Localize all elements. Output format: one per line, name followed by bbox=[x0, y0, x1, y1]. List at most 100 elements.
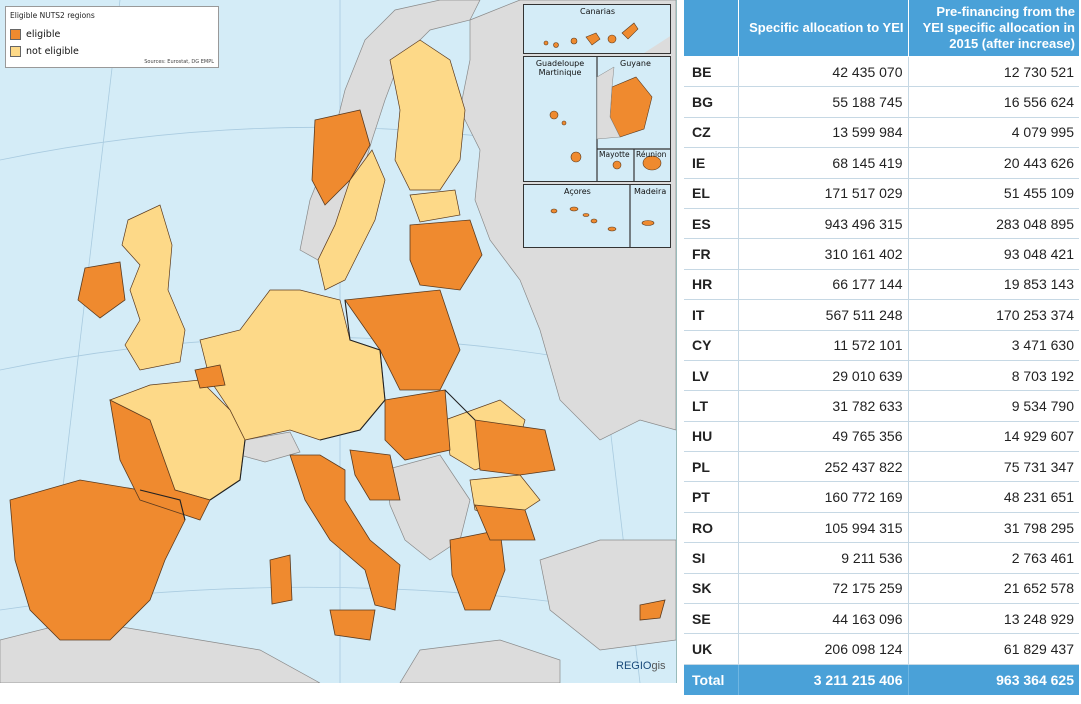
prefinancing-cell: 51 455 109 bbox=[908, 178, 1079, 209]
regiogis-logo: REGIOgis bbox=[616, 660, 666, 672]
prefinancing-cell: 283 048 895 bbox=[908, 208, 1079, 240]
table-body: BE 42 435 070 12 730 521 BG 55 188 745 16 556… bbox=[684, 56, 1079, 665]
allocation-cell: 171 517 029 bbox=[738, 178, 909, 209]
estonia-region bbox=[409, 189, 461, 223]
allocation-cell: 44 163 096 bbox=[738, 603, 909, 635]
eligible-swatch bbox=[10, 28, 21, 40]
allocation-cell: 310 161 402 bbox=[738, 238, 909, 270]
prefinancing-cell: 9 534 790 bbox=[908, 390, 1079, 422]
prefinancing-cell: 20 443 626 bbox=[908, 147, 1079, 179]
belgium-region bbox=[194, 364, 226, 389]
allocation-cell: 943 496 315 bbox=[738, 208, 909, 240]
table-row: SK 72 175 259 21 652 578 bbox=[684, 573, 1079, 605]
prefinancing-cell: 13 248 929 bbox=[908, 603, 1079, 635]
prefinancing-cell: 3 471 630 bbox=[908, 330, 1079, 361]
inset-canarias: Canarias bbox=[523, 4, 671, 54]
table-row: EL 171 517 029 51 455 109 bbox=[684, 178, 1079, 209]
table-row: IE 68 145 419 20 443 626 bbox=[684, 147, 1079, 179]
table-row: CY 11 572 101 3 471 630 bbox=[684, 330, 1079, 361]
brand-main: REGIO bbox=[616, 660, 652, 672]
header-specific-allocation: Specific allocation to YEI bbox=[738, 0, 909, 57]
inset-label-reunion: Réunion bbox=[636, 150, 667, 159]
legend-title: Eligible NUTS2 regions bbox=[10, 11, 95, 20]
yei-allocation-table: Specific allocation to YEI Pre-financing… bbox=[684, 0, 1079, 695]
country-code-cell: UK bbox=[684, 633, 739, 665]
legend-item-not-eligible: not eligible bbox=[10, 45, 79, 57]
table-row: PL 252 437 822 75 731 347 bbox=[684, 451, 1079, 483]
allocation-cell: 31 782 633 bbox=[738, 390, 909, 422]
brand-sub: gis bbox=[651, 660, 666, 672]
ireland-region bbox=[77, 261, 126, 319]
total-allocation: 3 211 215 406 bbox=[738, 664, 909, 695]
table-row: BG 55 188 745 16 556 624 bbox=[684, 86, 1079, 118]
total-prefinancing: 963 364 625 bbox=[908, 664, 1079, 695]
hungary-region bbox=[384, 389, 451, 461]
prefinancing-cell: 14 929 607 bbox=[908, 421, 1079, 453]
bulgaria-region bbox=[474, 504, 536, 541]
country-code-cell: PT bbox=[684, 481, 739, 513]
country-code-cell: PL bbox=[684, 451, 739, 483]
table-row: RO 105 994 315 31 798 295 bbox=[684, 512, 1079, 544]
table-row: IT 567 511 248 170 253 374 bbox=[684, 299, 1079, 331]
table-row: LV 29 010 639 8 703 192 bbox=[684, 360, 1079, 392]
legend-source: Sources: Eurostat, DG EMPL bbox=[144, 59, 214, 65]
allocation-cell: 567 511 248 bbox=[738, 299, 909, 331]
prefinancing-cell: 4 079 995 bbox=[908, 117, 1079, 149]
prefinancing-cell: 21 652 578 bbox=[908, 573, 1079, 605]
country-code-cell: IT bbox=[684, 299, 739, 331]
table-row: SI 9 211 536 2 763 461 bbox=[684, 542, 1079, 574]
country-code-cell: HR bbox=[684, 269, 739, 301]
country-code-cell: CY bbox=[684, 330, 739, 361]
total-label: Total bbox=[684, 664, 739, 695]
allocation-cell: 72 175 259 bbox=[738, 573, 909, 605]
balkans-region bbox=[384, 454, 471, 561]
table-row: ES 943 496 315 283 048 895 bbox=[684, 208, 1079, 240]
table-row: HR 66 177 144 19 853 143 bbox=[684, 269, 1079, 301]
prefinancing-cell: 75 731 347 bbox=[908, 451, 1079, 483]
prefinancing-cell: 48 231 651 bbox=[908, 481, 1079, 513]
country-code-cell: LV bbox=[684, 360, 739, 392]
atlantic-islands bbox=[550, 185, 655, 247]
allocation-cell: 29 010 639 bbox=[738, 360, 909, 392]
country-code-cell: ES bbox=[684, 208, 739, 240]
italy-region bbox=[289, 454, 401, 611]
eligible-regions bbox=[9, 109, 666, 641]
prefinancing-cell: 12 730 521 bbox=[908, 56, 1079, 88]
country-code-cell: CZ bbox=[684, 117, 739, 149]
table-row: BE 42 435 070 12 730 521 bbox=[684, 56, 1079, 88]
country-code-cell: BE bbox=[684, 56, 739, 88]
allocation-cell: 49 765 356 bbox=[738, 421, 909, 453]
table-header-row: Specific allocation to YEI Pre-financing… bbox=[684, 0, 1079, 57]
uk-mainland bbox=[121, 204, 186, 371]
baltics-region bbox=[409, 219, 483, 291]
country-code-cell: HU bbox=[684, 421, 739, 453]
country-code-cell: BG bbox=[684, 86, 739, 118]
sweden-north bbox=[311, 109, 371, 206]
allocation-cell: 105 994 315 bbox=[738, 512, 909, 544]
france-sw bbox=[109, 399, 211, 521]
greece-region bbox=[449, 529, 506, 611]
country-borders bbox=[139, 299, 476, 521]
country-code-cell: EL bbox=[684, 178, 739, 209]
country-code-cell: SK bbox=[684, 573, 739, 605]
turkey-region bbox=[539, 539, 676, 651]
romania-region bbox=[474, 419, 556, 476]
north-africa-region bbox=[0, 619, 321, 683]
sicily-region bbox=[329, 609, 376, 641]
country-code-cell: SE bbox=[684, 603, 739, 635]
prefinancing-cell: 61 829 437 bbox=[908, 633, 1079, 665]
allocation-cell: 66 177 144 bbox=[738, 269, 909, 301]
prefinancing-cell: 16 556 624 bbox=[908, 86, 1079, 118]
inset-atlantic: Açores Madeira bbox=[523, 184, 671, 248]
allocation-cell: 206 098 124 bbox=[738, 633, 909, 665]
legend-item-eligible: eligible bbox=[10, 28, 60, 40]
map-canvas bbox=[0, 0, 676, 683]
prefinancing-cell: 8 703 192 bbox=[908, 360, 1079, 392]
prefinancing-cell: 31 798 295 bbox=[908, 512, 1079, 544]
allocation-cell: 252 437 822 bbox=[738, 451, 909, 483]
table-row: CZ 13 599 984 4 079 995 bbox=[684, 117, 1079, 149]
allocation-cell: 13 599 984 bbox=[738, 117, 909, 149]
country-code-cell: FR bbox=[684, 238, 739, 270]
prefinancing-cell: 170 253 374 bbox=[908, 299, 1079, 331]
country-code-cell: IE bbox=[684, 147, 739, 179]
